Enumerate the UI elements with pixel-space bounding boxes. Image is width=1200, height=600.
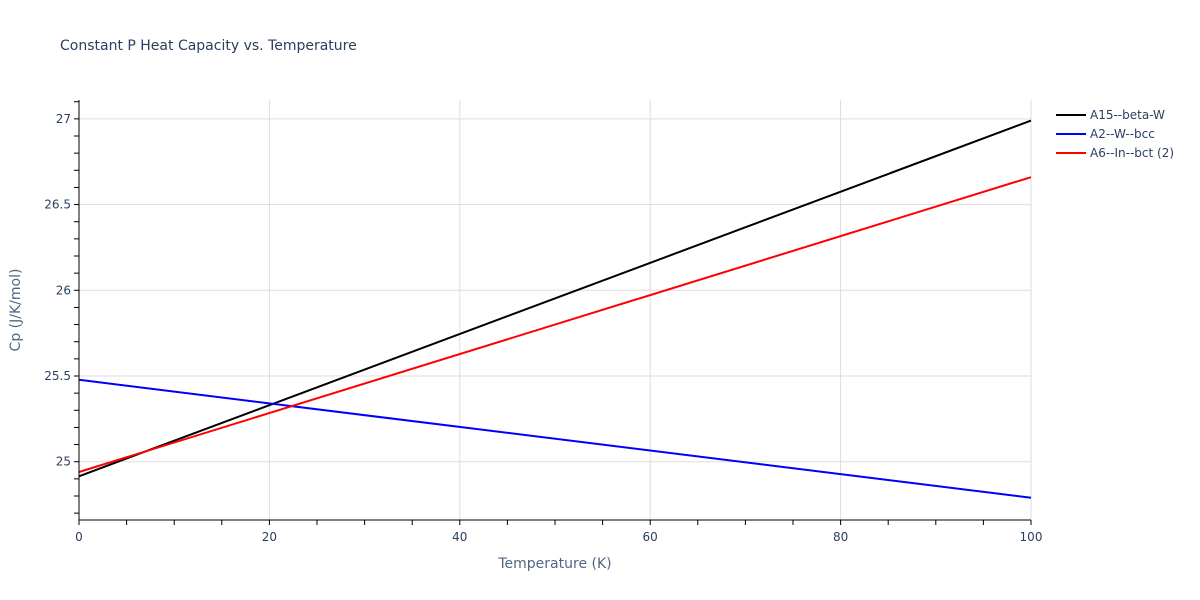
y-tick-label: 26.5 bbox=[44, 198, 71, 212]
legend[interactable]: A15--beta-W A2--W--bcc A6--In--bct (2) bbox=[1056, 108, 1174, 160]
x-axis-title: Temperature (K) bbox=[497, 556, 611, 572]
series-line-a15-beta-w[interactable] bbox=[78, 119, 1032, 478]
x-tick-label: 0 bbox=[75, 530, 83, 544]
plot-area[interactable] bbox=[78, 119, 1032, 499]
legend-item[interactable]: A15--beta-W bbox=[1056, 108, 1165, 122]
series-line-a2-w-bcc[interactable] bbox=[78, 378, 1032, 499]
y-tick-label: 25 bbox=[56, 455, 71, 469]
chart-title: Constant P Heat Capacity vs. Temperature bbox=[60, 38, 357, 54]
legend-label: A6--In--bct (2) bbox=[1090, 146, 1174, 160]
legend-label: A2--W--bcc bbox=[1090, 127, 1155, 141]
gridlines bbox=[79, 100, 1032, 520]
x-tick-label: 100 bbox=[1020, 530, 1043, 544]
y-axis-title: Cp (J/K/mol) bbox=[8, 269, 24, 352]
x-tick-label: 20 bbox=[262, 530, 277, 544]
series-line-a6-in-bct-2-[interactable] bbox=[78, 176, 1032, 473]
y-tick-label: 25.5 bbox=[44, 369, 71, 383]
y-tick-label: 27 bbox=[56, 112, 71, 126]
legend-item[interactable]: A6--In--bct (2) bbox=[1056, 146, 1174, 160]
axes: 0 20 40 60 80 100 25 25.5 26 26.5 27 bbox=[44, 100, 1042, 544]
x-tick-label: 80 bbox=[833, 530, 848, 544]
x-tick-label: 40 bbox=[452, 530, 467, 544]
x-tick-label: 60 bbox=[643, 530, 658, 544]
legend-label: A15--beta-W bbox=[1090, 108, 1165, 122]
y-tick-label: 26 bbox=[56, 283, 71, 297]
legend-item[interactable]: A2--W--bcc bbox=[1056, 127, 1155, 141]
